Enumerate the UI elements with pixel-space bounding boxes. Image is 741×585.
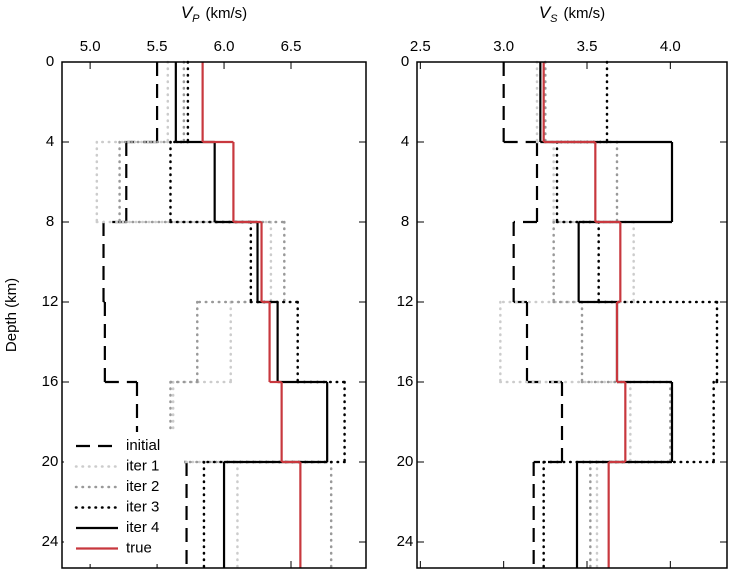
x-axis-unit: (km/s) [564, 5, 606, 22]
y-tick-label: 4 [46, 133, 54, 150]
legend-label: initial [126, 437, 160, 454]
legend-label: iter 2 [126, 478, 159, 495]
legend-box [64, 432, 184, 564]
x-axis-title: VS (km/s) [539, 3, 605, 24]
legend-label: iter 1 [126, 457, 159, 474]
y-tick-label: 16 [397, 373, 414, 390]
x-axis-title: VP (km/s) [181, 3, 247, 24]
y-tick-label: 4 [401, 133, 409, 150]
x-axis-unit: (km/s) [206, 5, 248, 22]
x-tick-label: 5.0 [80, 38, 101, 55]
y-tick-label: 16 [42, 373, 59, 390]
x-axis-symbol: V [539, 3, 552, 22]
x-tick-label: 4.0 [660, 38, 681, 55]
x-tick-label: 6.5 [281, 38, 302, 55]
y-tick-label: 12 [397, 293, 414, 310]
legend-label: true [126, 539, 152, 556]
x-axis-symbol: V [181, 3, 194, 22]
x-tick-label: 2.5 [410, 38, 431, 55]
x-axis-subscript: S [550, 13, 558, 25]
y-axis-title: Depth (km) [3, 278, 20, 352]
x-tick-label: 6.0 [214, 38, 235, 55]
panel-frame [61, 61, 367, 569]
y-tick-label: 0 [401, 53, 409, 70]
legend-label: iter 4 [126, 519, 159, 536]
y-tick-label: 20 [42, 453, 59, 470]
x-tick-label: 5.5 [147, 38, 168, 55]
x-tick-label: 3.0 [493, 38, 514, 55]
y-tick-label: 8 [401, 213, 409, 230]
x-tick-label: 3.5 [577, 38, 598, 55]
x-axis-subscript: P [192, 13, 200, 25]
y-tick-label: 0 [46, 53, 54, 70]
y-tick-label: 8 [46, 213, 54, 230]
legend-label: iter 3 [126, 498, 159, 515]
y-tick-label: 20 [397, 453, 414, 470]
y-tick-label: 24 [397, 533, 414, 550]
y-tick-label: 12 [42, 293, 59, 310]
panel-frame [416, 61, 728, 569]
y-tick-label: 24 [42, 533, 59, 550]
